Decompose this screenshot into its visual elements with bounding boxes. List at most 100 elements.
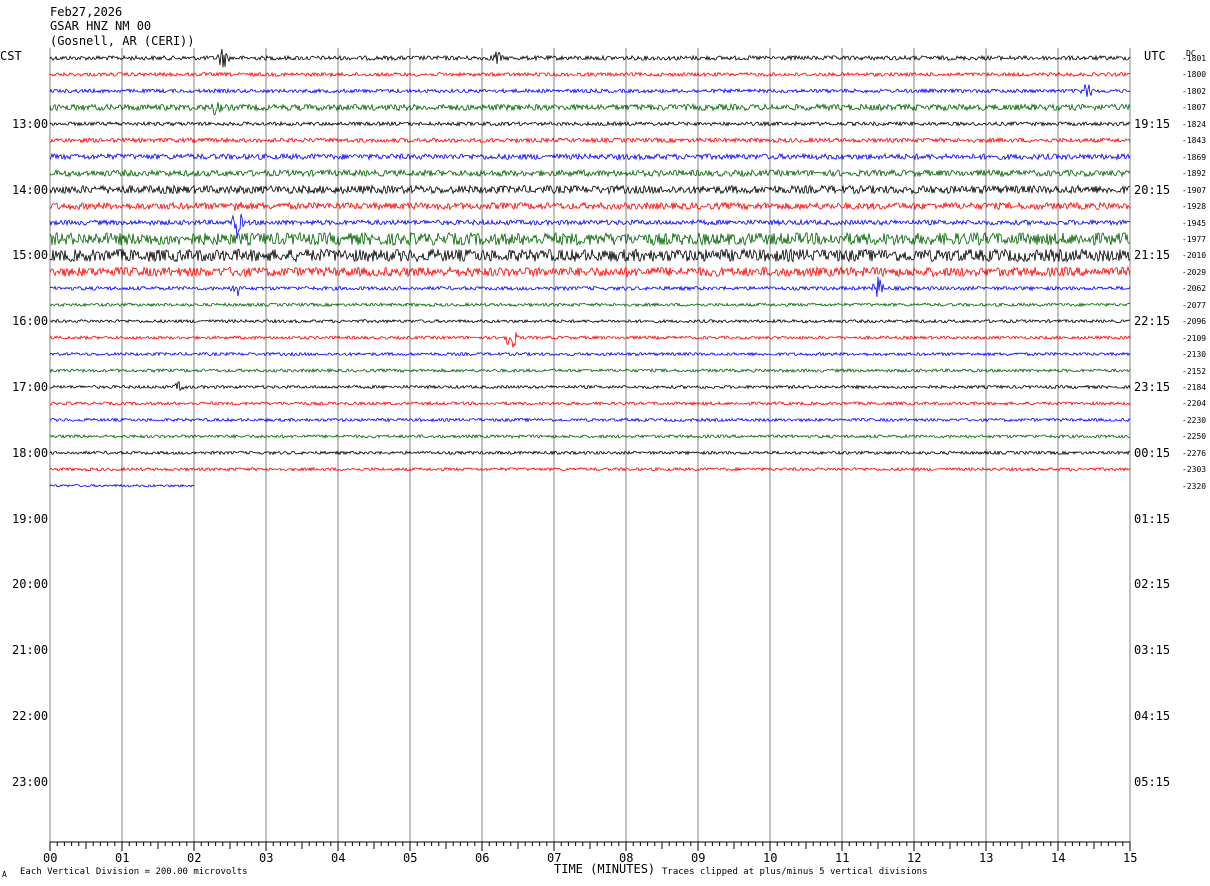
trace-line	[49, 276, 1131, 297]
x-tick-label: 15	[1123, 851, 1138, 865]
trace-line	[49, 367, 1131, 374]
x-tick-label: 00	[43, 851, 58, 865]
dc-offset-label: -2303	[1182, 465, 1207, 475]
utc-hour-label: 23:15	[1134, 380, 1171, 394]
dc-offset-label: -2010	[1182, 251, 1207, 261]
dc-offset-label: -2230	[1182, 415, 1207, 425]
utc-hour-label: 03:15	[1134, 643, 1171, 658]
dc-offset-label: -1869	[1182, 152, 1207, 162]
dc-offset-label: -1802	[1182, 86, 1207, 96]
right-axis-title: UTC	[1144, 49, 1166, 63]
utc-hour-label: 04:15	[1134, 709, 1171, 723]
trace-line	[49, 351, 1131, 357]
dc-offset-label: -1977	[1182, 234, 1207, 244]
x-tick-label: 09	[691, 851, 706, 865]
dc-offset-label: -1945	[1182, 218, 1207, 228]
left-axis-title: CST	[0, 49, 22, 63]
trace-line	[49, 302, 1131, 308]
cst-hour-label: 13:00	[12, 116, 49, 131]
x-tick-label: 06	[475, 851, 490, 865]
trace-line	[49, 213, 1131, 237]
dc-offset-label: -2077	[1182, 300, 1207, 310]
trace-line	[49, 120, 1131, 128]
dc-offset-label: -2320	[1182, 481, 1207, 491]
x-tick-label: 04	[331, 851, 346, 865]
trace-line	[49, 168, 1131, 178]
scale-note: Each Vertical Division = 200.00 microvol…	[20, 867, 248, 877]
x-tick-label: 12	[907, 851, 922, 865]
trace-line	[49, 102, 1131, 116]
trace-group	[49, 48, 1131, 488]
utc-hour-label: 05:15	[1134, 774, 1171, 789]
trace-line	[49, 466, 1131, 472]
dc-offset-label: -1800	[1182, 70, 1207, 80]
dc-offset-label: -1807	[1182, 103, 1207, 113]
trace-line	[49, 201, 1131, 211]
x-tick-label: 05	[403, 851, 418, 865]
dc-offset-label: -2250	[1182, 432, 1207, 442]
trace-line	[49, 450, 1131, 456]
minute-grid	[49, 48, 1131, 842]
x-tick-label: 08	[619, 851, 634, 865]
dc-offset-label: -2130	[1182, 350, 1207, 360]
x-tick-label: 03	[259, 851, 274, 865]
trace-line	[49, 184, 1130, 196]
cst-hour-label: 22:00	[12, 709, 49, 723]
trace-line	[49, 318, 1131, 324]
trace-line	[49, 84, 1131, 97]
trace-line	[49, 136, 1131, 144]
dc-offset-label: -2109	[1182, 333, 1207, 343]
clip-note: Traces clipped at plus/minus 5 vertical …	[662, 867, 928, 877]
trace-line	[49, 71, 1131, 78]
cst-hour-label: 19:00	[12, 511, 49, 526]
utc-hour-label: 21:15	[1134, 248, 1171, 263]
dc-offset-label: -2276	[1182, 448, 1207, 458]
trace-line	[49, 417, 1131, 423]
x-axis-label: TIME (MINUTES)	[554, 862, 656, 876]
dc-offset-label: -2204	[1182, 399, 1207, 409]
trace-line	[49, 433, 1131, 439]
utc-hour-label: 01:15	[1134, 511, 1171, 526]
trace-line	[49, 381, 1131, 392]
dc-offset-label: -2184	[1182, 383, 1207, 392]
dc-offset-label: -1843	[1182, 136, 1207, 146]
dc-offset-label: -1801	[1182, 54, 1207, 63]
x-tick-label: 01	[115, 851, 130, 865]
dc-offset-label: -2062	[1182, 284, 1207, 294]
dc-offset-label: -2096	[1182, 317, 1207, 327]
trace-line	[49, 247, 1131, 263]
x-tick-label: 14	[1051, 851, 1066, 865]
trace-line	[49, 400, 1131, 407]
dc-offset-label: -2152	[1182, 366, 1207, 376]
dc-offset-label: -1892	[1182, 169, 1207, 179]
cst-hour-label: 21:00	[12, 643, 49, 658]
station-code: GSAR HNZ NM 00	[50, 19, 152, 33]
corner-mark: A	[2, 870, 7, 879]
cst-hour-label: 18:00	[12, 445, 49, 460]
dc-offset-label: -1928	[1182, 202, 1207, 212]
x-tick-label: 10	[763, 851, 778, 865]
trace-line	[49, 231, 1131, 247]
station-location: (Gosnell, AR (CERI))	[50, 34, 195, 48]
dc-offset-label: -2029	[1182, 267, 1207, 277]
cst-hour-label: 20:00	[12, 577, 49, 592]
dc-offset-label: -1907	[1182, 185, 1207, 195]
cst-hour-label: 14:00	[12, 182, 49, 197]
x-tick-label: 02	[187, 851, 202, 865]
utc-hour-label: 19:15	[1134, 116, 1171, 131]
time-axis	[49, 841, 1131, 851]
trace-line	[49, 332, 1131, 348]
trace-line	[49, 152, 1131, 161]
chart-date: Feb27,2026	[50, 5, 123, 19]
cst-hour-label: 23:00	[12, 774, 49, 789]
x-tick-label: 07	[547, 851, 562, 865]
dc-title: DC	[1186, 49, 1196, 58]
dc-offset-label: -1824	[1182, 119, 1207, 129]
cst-hour-label: 17:00	[12, 380, 49, 394]
trace-line	[49, 265, 1131, 278]
trace-line	[49, 483, 195, 488]
utc-hour-label: 20:15	[1134, 182, 1171, 197]
x-tick-label: 13	[979, 851, 994, 865]
utc-hour-label: 00:15	[1134, 445, 1171, 460]
